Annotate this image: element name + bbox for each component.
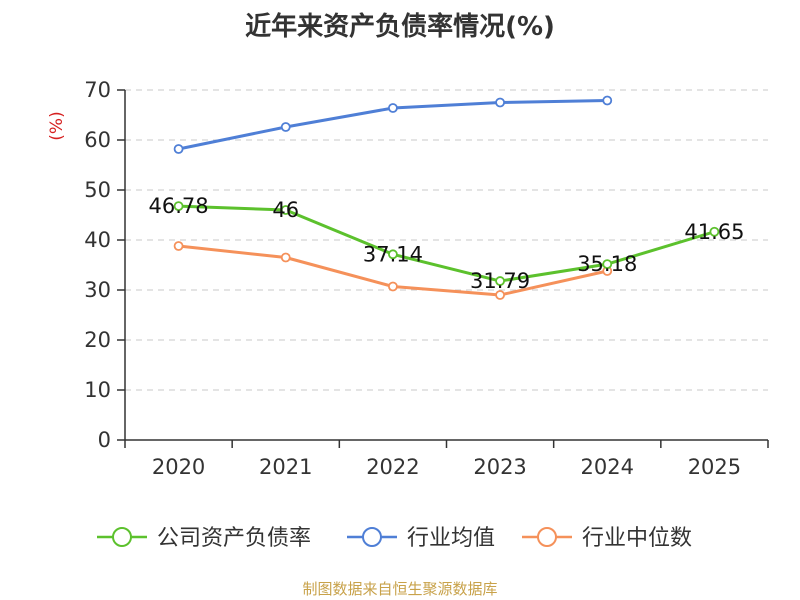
y-tick-label: 30 xyxy=(84,278,111,302)
legend: 公司资产负债率 行业均值 行业中位数 xyxy=(97,526,692,551)
data-label: 31.79 xyxy=(470,269,530,293)
axes: 0 10 20 30 40 50 60 70 2020 2021 2022 2023 2024 2025 xyxy=(84,78,769,479)
grid-lines xyxy=(125,89,768,391)
y-tick-label: 0 xyxy=(98,428,111,452)
y-tick-label: 70 xyxy=(84,78,111,102)
data-label: 35.18 xyxy=(577,252,637,276)
y-tick-label: 50 xyxy=(84,178,111,202)
data-point xyxy=(388,249,398,260)
data-point xyxy=(280,122,291,132)
data-point xyxy=(495,276,505,286)
data-point xyxy=(495,290,505,300)
y-tick-label: 40 xyxy=(84,228,111,252)
chart-title: 近年来资产负债率情况(%) xyxy=(245,12,555,42)
legend-label: 行业中位数 xyxy=(582,526,692,551)
data-point xyxy=(280,205,291,215)
data-labels: 46.78 46 37.14 31.79 35.18 41.65 xyxy=(149,194,745,293)
series-lines xyxy=(173,95,720,300)
x-tick-label: 2020 xyxy=(152,455,205,479)
data-point xyxy=(388,103,398,113)
data-point xyxy=(173,201,184,212)
data-point xyxy=(173,144,184,154)
footer-source: 制图数据来自恒生聚源数据库 xyxy=(302,580,498,598)
legend-label: 行业均值 xyxy=(407,526,495,551)
data-point xyxy=(602,95,613,106)
data-point xyxy=(495,97,505,108)
data-label: 46 xyxy=(272,198,299,222)
data-point xyxy=(709,226,720,237)
data-point xyxy=(602,259,613,270)
x-tick-label: 2023 xyxy=(473,455,526,479)
legend-marker xyxy=(112,527,132,547)
y-axis-label: (%) xyxy=(47,111,67,140)
x-tick-label: 2021 xyxy=(259,455,312,479)
y-tick-label: 60 xyxy=(84,128,111,152)
series-line xyxy=(178,204,715,283)
x-tick-label: 2024 xyxy=(581,455,634,479)
legend-label: 公司资产负债率 xyxy=(157,526,311,551)
data-label: 41.65 xyxy=(684,220,744,244)
x-tick-label: 2025 xyxy=(688,455,741,479)
data-label: 46.78 xyxy=(149,194,209,218)
y-tick-label: 10 xyxy=(84,378,111,402)
legend-marker xyxy=(537,527,557,547)
data-label: 37.14 xyxy=(363,242,423,266)
data-point xyxy=(388,281,398,292)
x-tick-label: 2022 xyxy=(366,455,419,479)
data-point xyxy=(173,241,184,251)
y-tick-label: 20 xyxy=(84,328,111,352)
legend-marker xyxy=(362,527,382,547)
data-point xyxy=(280,252,291,263)
